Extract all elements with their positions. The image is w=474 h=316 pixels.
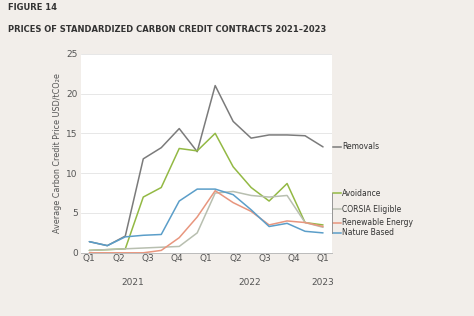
Y-axis label: Average Carbon Credit Price USD/tCO₂e: Average Carbon Credit Price USD/tCO₂e (53, 73, 62, 233)
Text: 2022: 2022 (239, 278, 261, 287)
Text: 2021: 2021 (122, 278, 145, 287)
Text: CORSIA Eligible: CORSIA Eligible (342, 204, 401, 214)
Text: FIGURE 14: FIGURE 14 (8, 3, 57, 12)
Text: Renewable Energy: Renewable Energy (342, 218, 413, 227)
Text: PRICES OF STANDARDIZED CARBON CREDIT CONTRACTS 2021–2023: PRICES OF STANDARDIZED CARBON CREDIT CON… (8, 25, 326, 34)
Text: Nature Based: Nature Based (342, 228, 394, 237)
Text: Avoidance: Avoidance (342, 189, 382, 198)
Text: Removals: Removals (342, 143, 379, 151)
Text: 2023: 2023 (312, 278, 335, 287)
